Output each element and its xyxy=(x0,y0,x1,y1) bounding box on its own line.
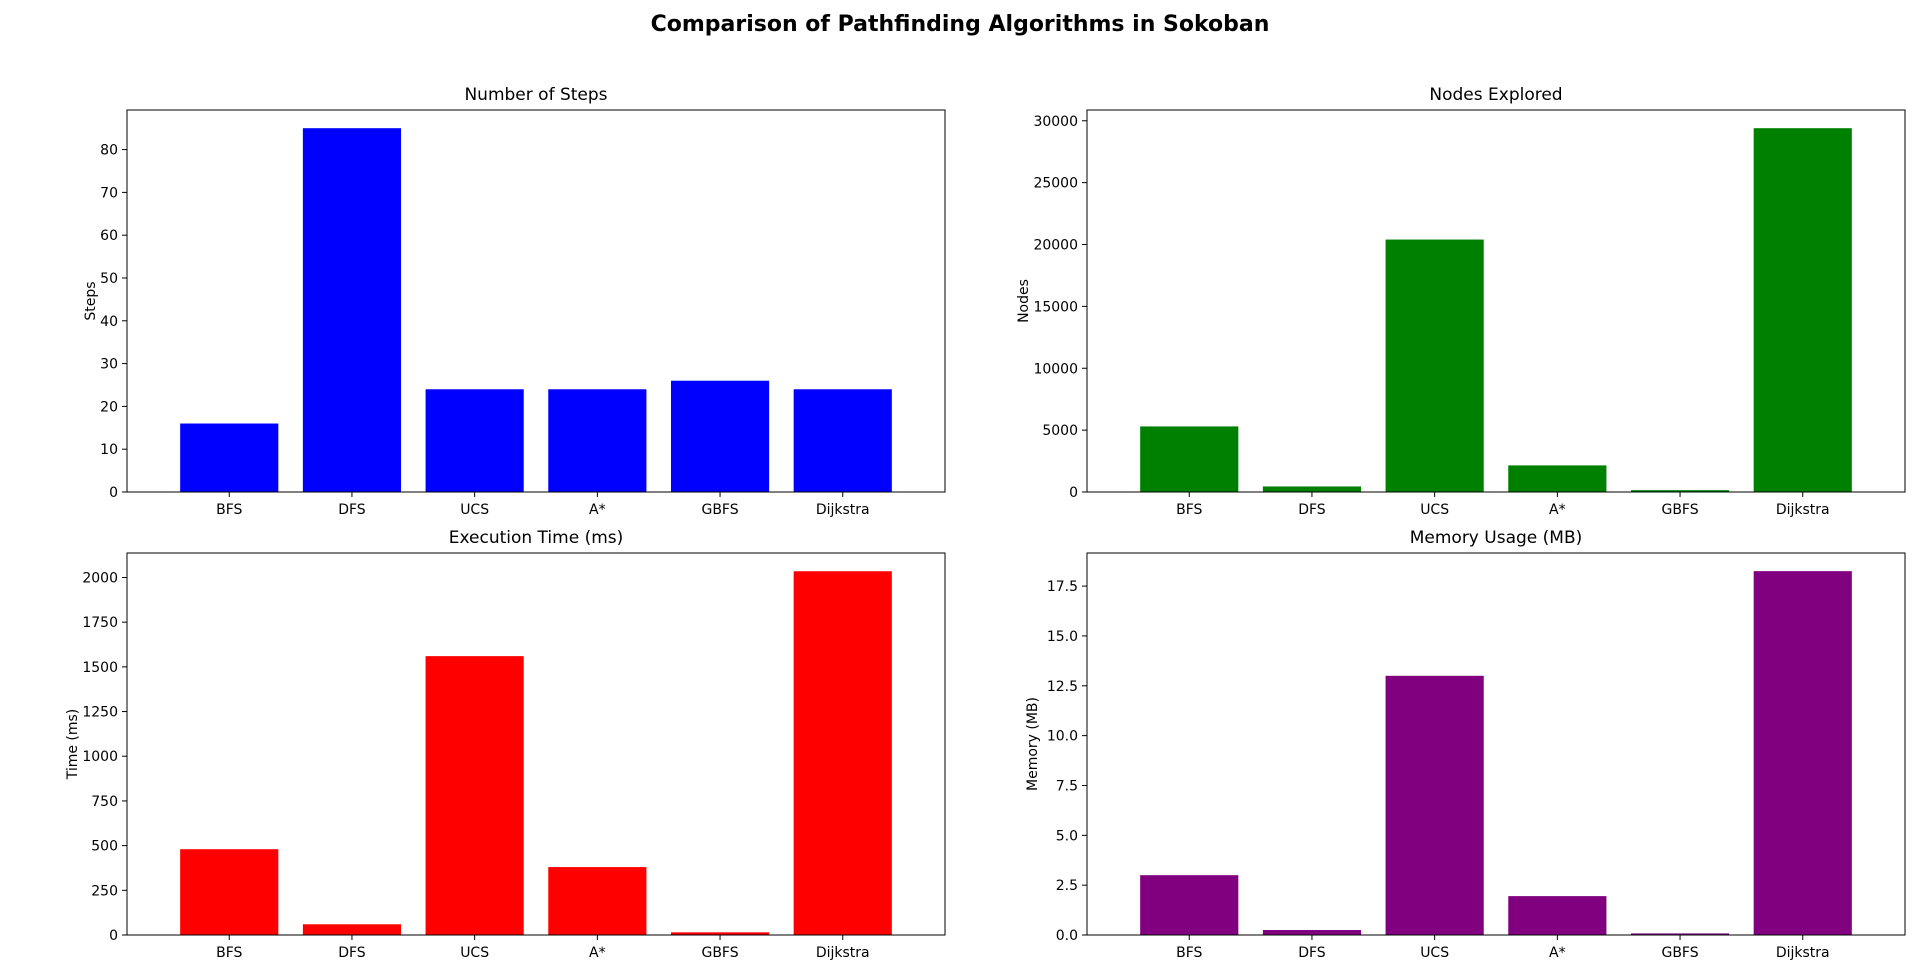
x-tick-label: DFS xyxy=(1298,945,1326,961)
bar-ucs xyxy=(1385,675,1484,935)
bar-gbfs xyxy=(670,380,770,492)
x-tick-label: GBFS xyxy=(1661,945,1698,961)
y-tick-label: 1000 xyxy=(82,749,118,765)
x-tick-label: GBFS xyxy=(701,945,738,961)
axes-frame xyxy=(126,552,946,936)
axes-frame xyxy=(1086,109,1906,493)
bar-dfs xyxy=(1262,486,1362,492)
axes-frame xyxy=(126,109,946,493)
x-tick-label: BFS xyxy=(1176,945,1202,961)
bar-gbfs xyxy=(1630,933,1730,935)
y-tick-label: 50 xyxy=(100,271,118,287)
bar-dfs xyxy=(302,128,402,492)
bar-ucs xyxy=(425,389,524,492)
x-tick-label: BFS xyxy=(216,502,242,518)
y-tick-label: 10000 xyxy=(1033,361,1078,377)
y-tick-label: 40 xyxy=(100,314,118,330)
y-tick-label: 15000 xyxy=(1033,299,1078,315)
bar-bfs xyxy=(1140,875,1239,935)
x-tick-label: GBFS xyxy=(701,502,738,518)
bar-dijkstra xyxy=(793,389,892,492)
y-tick-label: 10 xyxy=(100,442,118,458)
y-tick-label: 0 xyxy=(1069,485,1078,501)
subplot-nodes: Nodes Explored BFS DFS UCS A* GBFS Dijkstra 0 50… xyxy=(1016,85,1906,518)
x-tick-label: GBFS xyxy=(1661,502,1698,518)
x-tick-label: A* xyxy=(1549,502,1566,518)
subplot-title: Memory Usage (MB) xyxy=(1410,528,1583,548)
x-tick-label: Dijkstra xyxy=(1776,945,1830,961)
y-tick-label: 30000 xyxy=(1033,114,1078,130)
x-tick-label: UCS xyxy=(1420,502,1449,518)
bar-bfs xyxy=(1140,426,1239,492)
y-tick-label: 30 xyxy=(100,357,118,373)
y-tick-label: 1500 xyxy=(82,660,118,676)
bar-ucs xyxy=(425,656,524,935)
x-tick-label: Dijkstra xyxy=(1776,502,1830,518)
y-axis-label: Memory (MB) xyxy=(1025,697,1041,791)
subplot-title: Execution Time (ms) xyxy=(449,528,624,548)
x-tick-label: A* xyxy=(589,502,606,518)
y-tick-label: 10.0 xyxy=(1047,729,1078,745)
y-tick-label: 20000 xyxy=(1033,238,1078,254)
x-tick-label: UCS xyxy=(1420,945,1449,961)
y-axis-label: Nodes xyxy=(1016,279,1032,323)
y-tick-label: 20 xyxy=(100,399,118,415)
bar-bfs xyxy=(180,849,279,935)
x-tick-label: A* xyxy=(1549,945,1566,961)
subplot-time: Execution Time (ms) BFS DFS UCS A* GBFS Dijkst… xyxy=(65,528,946,961)
x-tick-label: BFS xyxy=(1176,502,1202,518)
bar-dfs xyxy=(302,924,402,935)
y-tick-label: 500 xyxy=(91,839,118,855)
bar-dijkstra xyxy=(1753,571,1852,935)
x-tick-label: Dijkstra xyxy=(816,945,870,961)
y-tick-label: 17.5 xyxy=(1047,579,1078,595)
y-tick-label: 0.0 xyxy=(1056,928,1078,944)
y-tick-label: 7.5 xyxy=(1056,778,1078,794)
y-axis-label: Steps xyxy=(83,281,99,320)
x-tick-label: UCS xyxy=(460,502,489,518)
y-tick-label: 2.5 xyxy=(1056,878,1078,894)
bar-bfs xyxy=(180,423,279,492)
y-tick-label: 70 xyxy=(100,185,118,201)
bar-gbfs xyxy=(670,932,770,935)
x-tick-label: A* xyxy=(589,945,606,961)
bar-a-star xyxy=(1508,465,1607,492)
x-tick-label: DFS xyxy=(338,945,366,961)
y-tick-label: 1250 xyxy=(82,705,118,721)
y-tick-label: 2000 xyxy=(82,570,118,586)
bar-ucs xyxy=(1385,239,1484,492)
x-tick-label: DFS xyxy=(1298,502,1326,518)
y-tick-label: 5000 xyxy=(1042,423,1078,439)
subplot-memory: Memory Usage (MB) BFS DFS UCS A* GBFS Dijkstra… xyxy=(1025,528,1906,961)
y-tick-label: 0 xyxy=(109,485,118,501)
y-tick-label: 15.0 xyxy=(1047,629,1078,645)
x-tick-label: DFS xyxy=(338,502,366,518)
x-tick-label: UCS xyxy=(460,945,489,961)
y-tick-label: 80 xyxy=(100,143,118,159)
subplot-title: Number of Steps xyxy=(464,85,607,105)
axes-frame xyxy=(1086,552,1906,936)
x-tick-label: Dijkstra xyxy=(816,502,870,518)
bar-gbfs xyxy=(1630,490,1730,492)
y-tick-label: 60 xyxy=(100,228,118,244)
y-tick-label: 0 xyxy=(109,928,118,944)
y-tick-label: 25000 xyxy=(1033,176,1078,192)
x-tick-label: BFS xyxy=(216,945,242,961)
subplot-title: Nodes Explored xyxy=(1429,85,1562,105)
bar-dijkstra xyxy=(793,571,892,935)
y-tick-label: 1750 xyxy=(82,615,118,631)
y-tick-label: 5.0 xyxy=(1056,828,1078,844)
bar-a-star xyxy=(1508,896,1607,935)
figure-title: Comparison of Pathfinding Algorithms in … xyxy=(650,12,1270,37)
subplot-steps: Number of Steps BFS DFS UCS A* GBFS Dijkstra 0 1… xyxy=(83,85,946,518)
y-tick-label: 750 xyxy=(91,794,118,810)
bar-a-star xyxy=(548,867,647,935)
y-tick-label: 12.5 xyxy=(1047,679,1078,695)
bar-dfs xyxy=(1262,930,1362,935)
y-axis-label: Time (ms) xyxy=(65,709,81,781)
bar-dijkstra xyxy=(1753,128,1852,492)
bar-a-star xyxy=(548,389,647,492)
y-tick-label: 250 xyxy=(91,883,118,899)
